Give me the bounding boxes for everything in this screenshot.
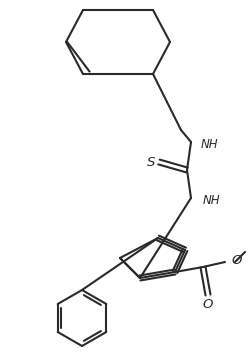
Text: NH: NH [203, 194, 221, 206]
Text: NH: NH [201, 138, 218, 150]
Text: O: O [231, 254, 241, 268]
Text: O: O [203, 297, 213, 310]
Text: S: S [147, 155, 155, 169]
